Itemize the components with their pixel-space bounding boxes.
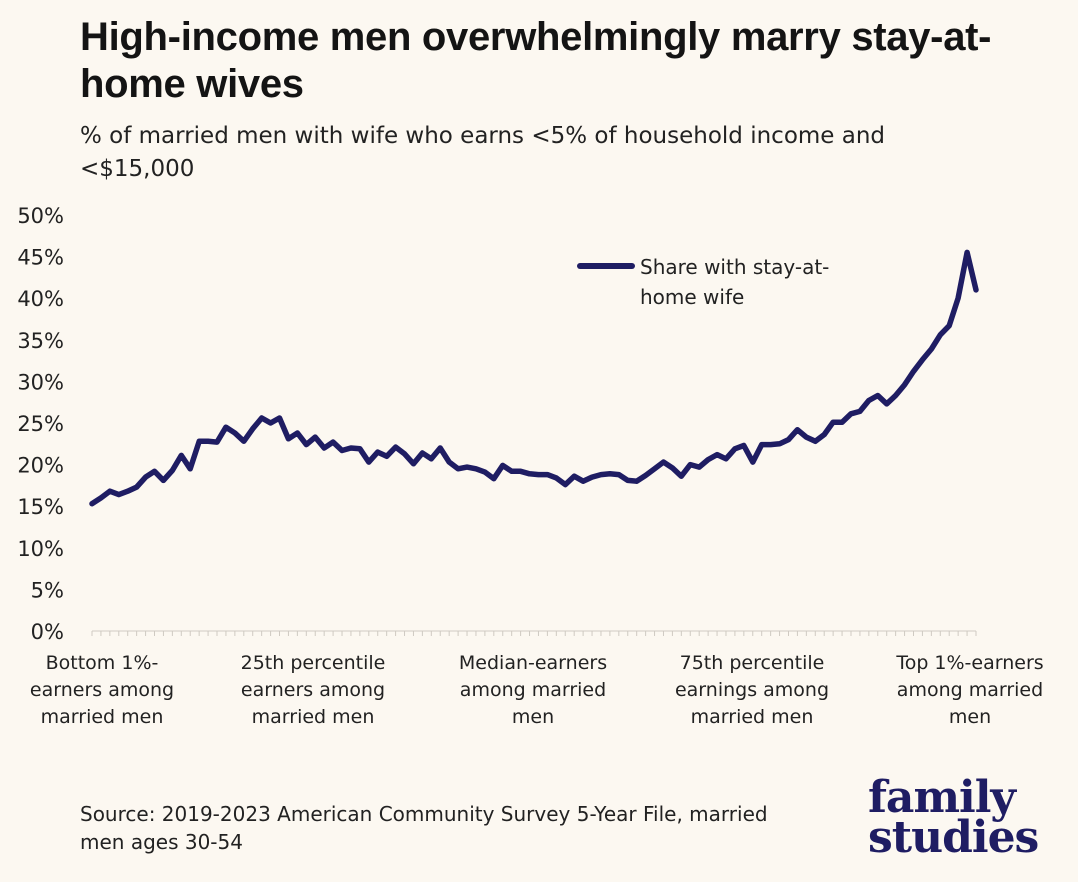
x-category-label: Bottom 1%-earners among married men [30, 652, 174, 728]
y-tick-label: 5% [31, 578, 64, 602]
y-tick-label: 25% [17, 412, 64, 436]
y-tick-label: 20% [17, 454, 64, 478]
x-category-label: Top 1%-earners among married men [895, 652, 1043, 728]
y-tick-label: 0% [31, 620, 64, 644]
chart-subtitle: % of married men with wife who earns <5%… [80, 123, 886, 182]
legend: Share with stay-at-home wife [577, 255, 829, 309]
line-chart: 0% 5% 10% 15% 20% 25% 30% 35% 40% 45% 50% Bottom 1… [17, 204, 1044, 728]
y-axis: 0% 5% 10% 15% 20% 25% 30% 35% 40% 45% 50% [17, 204, 64, 644]
y-tick-label: 15% [17, 495, 64, 519]
y-tick-label: 45% [17, 246, 64, 270]
x-axis: Bottom 1%-earners among married men 25th p… [30, 630, 1044, 728]
y-tick-label: 50% [17, 204, 64, 228]
y-tick-label: 40% [17, 287, 64, 311]
x-category-label: 25th percentile earners among married men [241, 652, 386, 728]
series-group [89, 249, 979, 507]
y-tick-label: 10% [17, 537, 64, 561]
logo-line1: family [868, 772, 1016, 823]
family-studies-logo: family studies [868, 772, 1058, 863]
x-category-label: 75th percentile earnings among married men [675, 652, 829, 728]
series-line [89, 249, 979, 507]
source-note: Source: 2019-2023 American Community Sur… [80, 802, 768, 854]
logo-line2: studies [868, 812, 1039, 863]
y-tick-label: 35% [17, 329, 64, 353]
x-category-label: Median-earners among married men [459, 652, 607, 728]
chart-title: High-income men overwhelmingly marry sta… [80, 15, 992, 106]
y-tick-label: 30% [17, 370, 64, 394]
legend-label: Share with stay-at-home wife [640, 255, 829, 309]
